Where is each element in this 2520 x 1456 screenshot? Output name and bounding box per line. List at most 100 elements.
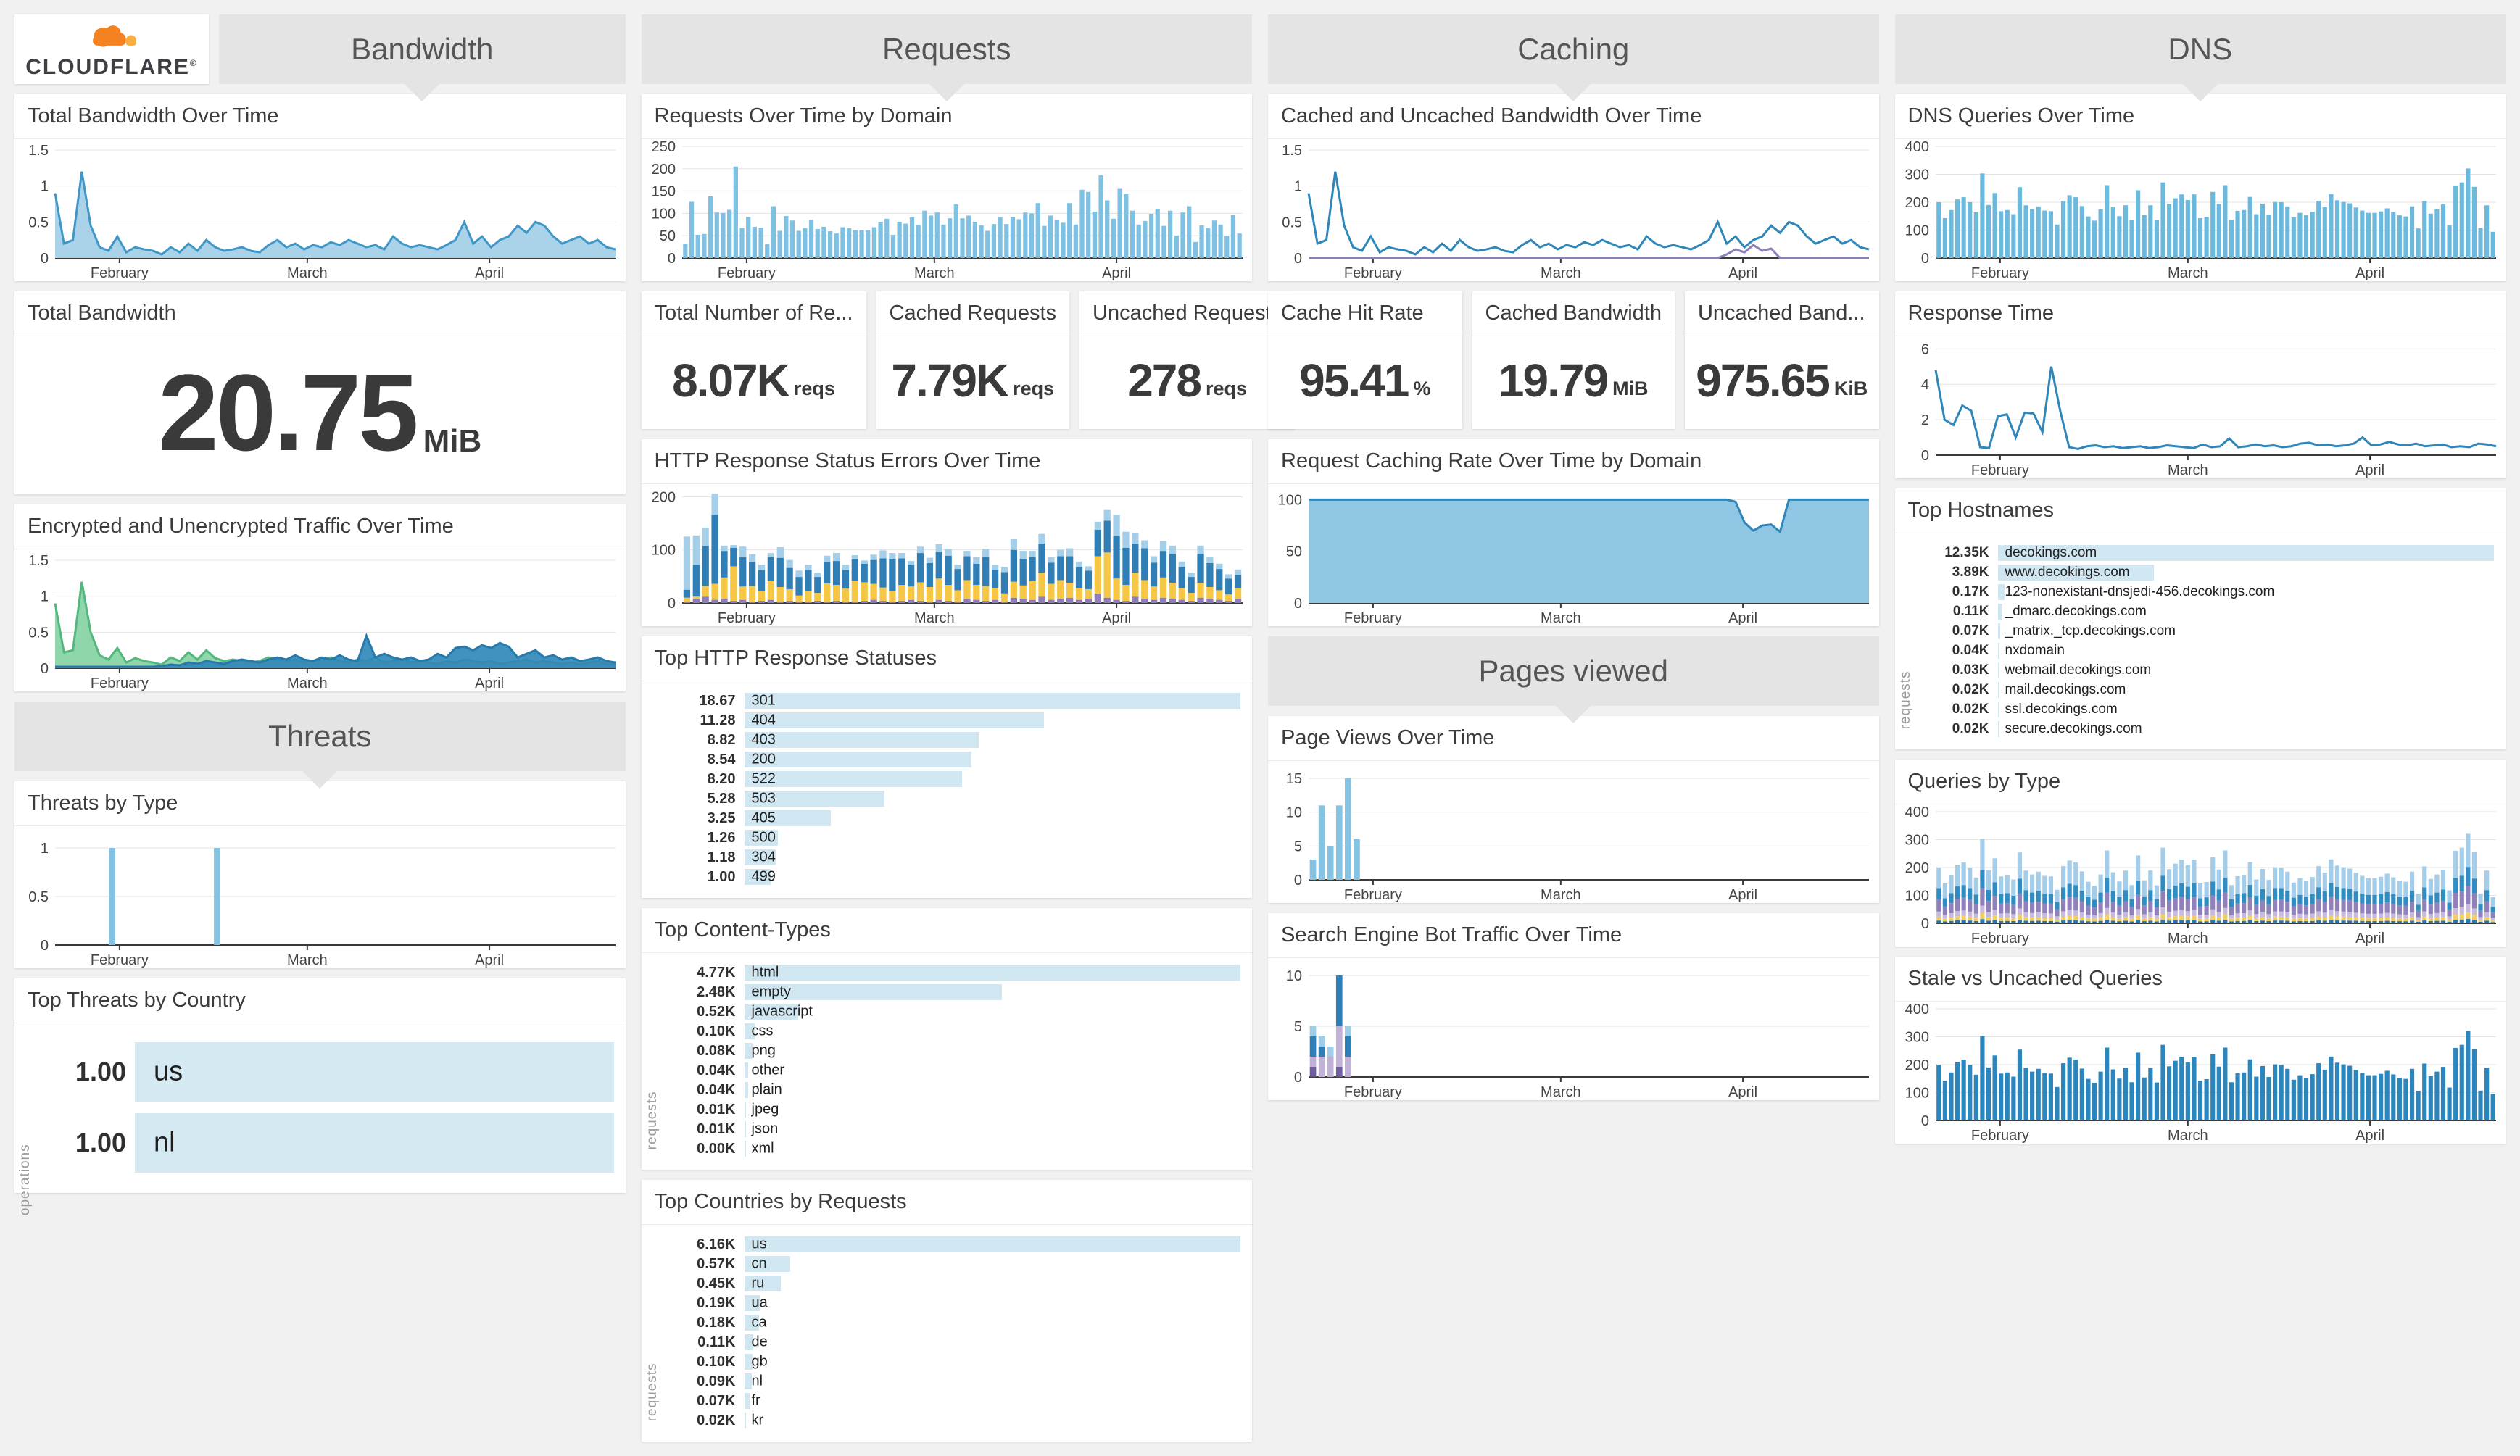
svg-text:February: February: [1970, 1128, 2028, 1144]
hbar-row[interactable]: 0.01K json: [697, 1120, 779, 1138]
svg-text:March: March: [2168, 462, 2208, 478]
hbar-row[interactable]: 5.28 503: [672, 790, 1241, 807]
hbar-row[interactable]: 1.00 us: [45, 1041, 614, 1103]
http-errors-chart[interactable]: 0 100 200 February March April: [642, 484, 1253, 626]
hbar-row[interactable]: 0.57K cn: [672, 1255, 1241, 1273]
svg-text:0: 0: [41, 938, 49, 954]
hbar-row[interactable]: 0.52K javascript: [697, 1003, 813, 1020]
stat-title: Total Number of Re...: [641, 291, 866, 336]
hbar-row[interactable]: 4.77K html: [672, 964, 1240, 981]
hbar-row[interactable]: 2.48K empty: [672, 983, 1241, 1001]
hbar-row[interactable]: 8.82 403: [672, 731, 1241, 749]
svg-text:250: 250: [651, 139, 675, 155]
hbar-row[interactable]: 12.35K decokings.com: [1926, 544, 2494, 562]
encrypted-unencrypted-chart[interactable]: 0 0.5 1 1.5 February March April: [14, 549, 626, 691]
svg-text:0: 0: [41, 661, 49, 677]
hbar-row[interactable]: 0.10K gb: [697, 1353, 768, 1370]
hbar-row[interactable]: 18.67 301: [672, 692, 1240, 710]
svg-text:10: 10: [1286, 805, 1302, 821]
hbar-row[interactable]: 0.02K mail.decokings.com: [1952, 681, 2126, 698]
chart-title: Cached and Uncached Bandwidth Over Time: [1268, 94, 1879, 139]
svg-text:1.5: 1.5: [1282, 143, 1302, 159]
bot-traffic-chart[interactable]: 0 5 10 February March April: [1268, 958, 1879, 1100]
svg-text:0.5: 0.5: [28, 625, 49, 641]
hbar-row[interactable]: 3.89K www.decokings.com: [1926, 563, 2495, 581]
hbar-row[interactable]: 1.26 500: [672, 829, 1241, 846]
hbar-row[interactable]: 0.08K png: [697, 1042, 776, 1060]
hbar-row[interactable]: 0.10K css: [697, 1023, 774, 1040]
hbar-row[interactable]: 1.00 nl: [45, 1112, 614, 1174]
svg-text:April: April: [1728, 265, 1757, 281]
response-time-chart[interactable]: 0 2 4 6 February March April: [1895, 336, 2506, 478]
hbar-row[interactable]: 0.11K de: [697, 1334, 768, 1351]
queries-by-type-chart[interactable]: 0 100 200 300 400 February March April: [1895, 804, 2506, 947]
hbar-row[interactable]: 0.03K webmail.decokings.com: [1952, 662, 2152, 678]
stat-unit: reqs: [1205, 378, 1248, 400]
top-hostnames-chart[interactable]: requests 12.35K decokings.com 3.89K www.deco…: [1895, 533, 2506, 749]
chart-title: Response Time: [1894, 291, 2506, 336]
section-header-bandwidth: Bandwidth: [219, 14, 626, 101]
svg-text:February: February: [91, 952, 149, 968]
hbar-row[interactable]: 0.04K plain: [697, 1081, 782, 1099]
stat-title: Uncached Band...: [1684, 291, 1879, 336]
hbar-row[interactable]: 3.25 405: [672, 810, 1241, 827]
chart-title: Top Content-Types: [641, 908, 1252, 954]
hbar-row[interactable]: 1.18 304: [707, 849, 776, 866]
hbar-row[interactable]: 0.17K 123-nonexistant-dnsjedi-456.decokin…: [1952, 583, 2275, 600]
page-views-chart[interactable]: 0 5 10 15 February March April: [1268, 761, 1879, 903]
total-bandwidth-over-time-chart[interactable]: 0 0.5 1 1.5 February March April: [14, 139, 626, 281]
hbar-row[interactable]: 0.11K _dmarc.decokings.com: [1952, 603, 2147, 620]
top-content-types-chart[interactable]: requests 4.77K html 2.48K empty 0.52K javascri…: [642, 953, 1253, 1170]
svg-text:February: February: [91, 265, 149, 281]
svg-text:February: February: [1344, 265, 1402, 281]
threats-by-type-chart[interactable]: 0 0.5 1 February March April: [14, 826, 626, 968]
hbar-row[interactable]: 8.54 200: [672, 751, 1241, 768]
hbar-row[interactable]: 0.02K ssl.decokings.com: [1952, 701, 2118, 717]
section-header-requests: Requests: [641, 14, 1252, 101]
card-stale-uncached-queries: Stale vs Uncached Queries 0 100 200 300 400 F…: [1894, 957, 2506, 1144]
svg-text:0: 0: [1294, 873, 1302, 889]
hbar-row[interactable]: 0.04K other: [697, 1062, 785, 1079]
hbar-row[interactable]: 1.00 499: [707, 868, 776, 886]
cached-uncached-bandwidth-chart[interactable]: 0 0.5 1 1.5 February March April: [1268, 139, 1879, 281]
top-http-statuses-chart[interactable]: 18.67 301 11.28 404 8.82 403 8.54 200 8.20 522 5.2…: [642, 681, 1253, 898]
hbar-row[interactable]: 0.07K fr: [697, 1392, 760, 1410]
svg-text:5: 5: [1294, 1019, 1302, 1035]
svg-text:300: 300: [1904, 1030, 1928, 1046]
hbar-row[interactable]: 6.16K us: [672, 1236, 1240, 1253]
chart-title: Top Threats by Country: [14, 978, 626, 1023]
card-top-http-statuses: Top HTTP Response Statuses 18.67 301 11.28…: [641, 636, 1253, 899]
svg-text:February: February: [1344, 887, 1402, 903]
hbar-row[interactable]: 0.00K xml: [697, 1140, 774, 1157]
top-threats-by-country-chart[interactable]: operations 1.00 us 1.00 nl: [14, 1023, 626, 1215]
svg-text:0: 0: [1294, 1070, 1302, 1086]
svg-text:February: February: [1344, 610, 1402, 626]
dns-queries-chart[interactable]: 0 100 200 300 400 February March April: [1895, 139, 2506, 281]
requests-over-time-chart[interactable]: 0 50 100 150 200 250 February March April: [642, 139, 1253, 281]
svg-text:0: 0: [1920, 448, 1928, 464]
hbar-row[interactable]: 0.45K ru: [672, 1275, 1241, 1292]
hbar-axis-label: requests: [1897, 670, 1913, 730]
hbar-row[interactable]: 0.19K ua: [697, 1294, 768, 1312]
svg-text:200: 200: [651, 162, 675, 178]
hbar-row[interactable]: 0.07K _matrix._tcp.decokings.com: [1952, 623, 2176, 639]
hbar-row[interactable]: 0.01K jpeg: [697, 1101, 779, 1118]
hbar-row[interactable]: 0.09K nl: [697, 1373, 763, 1390]
request-caching-rate-chart[interactable]: 0 50 100 February March April: [1268, 484, 1879, 626]
section-header-dns: DNS: [1894, 14, 2506, 101]
stat-title: Uncached Requests: [1079, 291, 1296, 336]
hbar-row[interactable]: 11.28 404: [672, 712, 1241, 729]
svg-text:200: 200: [1904, 195, 1928, 211]
top-countries-chart[interactable]: requests 6.16K us 0.57K cn 0.45K ru 0.19K ua 0.18…: [642, 1225, 1253, 1442]
stale-uncached-queries-chart[interactable]: 0 100 200 300 400 February March April: [1895, 1002, 2506, 1144]
requests-stat-row: Total Number of Re... 8.07K reqs Cached …: [641, 291, 1296, 430]
svg-text:March: March: [2168, 1128, 2208, 1144]
svg-text:0: 0: [1294, 251, 1302, 267]
hbar-row[interactable]: 0.02K kr: [697, 1412, 764, 1429]
hbar-row[interactable]: 0.02K secure.decokings.com: [1952, 720, 2142, 737]
hbar-row[interactable]: 0.04K nxdomain: [1952, 642, 2065, 659]
hbar-row[interactable]: 8.20 522: [672, 770, 1241, 788]
hbar-row[interactable]: 0.18K ca: [697, 1314, 767, 1331]
stat-title: Cached Requests: [876, 291, 1070, 336]
svg-text:March: March: [2168, 265, 2208, 281]
